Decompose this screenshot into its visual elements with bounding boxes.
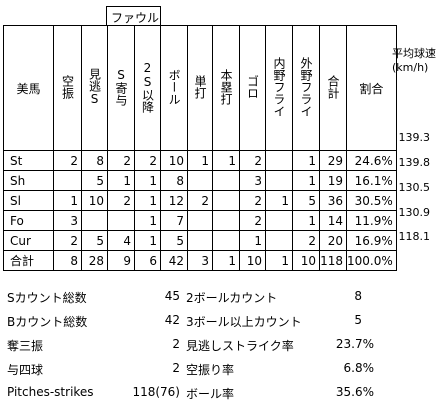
- summary-value: 42: [164, 313, 180, 327]
- summary-value: 6.8%: [343, 361, 375, 375]
- foul-group-header: ファウル: [106, 6, 161, 26]
- table-row: St 2 8 2 2 10 1 1 2 1 29 24.6%: [3, 150, 397, 171]
- header-swinging: 空振: [53, 25, 82, 151]
- header-total: 合計: [319, 25, 347, 151]
- summary-value: 23.7%: [335, 337, 374, 351]
- summary-label: 3ボール以上カウント: [186, 315, 302, 329]
- header-called-strike: 見逃S: [81, 25, 108, 151]
- table-header-row: 美馬 空振 見逃S S寄与 2S以降 ボール 単打 本塁打 ゴロ 内野フライ 外…: [3, 25, 397, 151]
- summary-value: 45: [164, 289, 180, 303]
- header-ratio: 割合: [346, 25, 397, 151]
- avg-speed-value: 139.3: [398, 131, 431, 144]
- summary-value: 2: [172, 337, 180, 351]
- summary-label: Pitches-strikes: [7, 385, 94, 399]
- header-foul-2s: 2S以降: [134, 25, 161, 151]
- summary-value: 118(76): [132, 385, 180, 399]
- header-ball: ボール: [160, 25, 188, 151]
- summary-value: 8: [354, 289, 362, 303]
- header-single: 単打: [187, 25, 213, 151]
- summary-label: Sカウント総数: [7, 291, 87, 305]
- summary-label: 奪三振: [7, 339, 44, 353]
- summary-label: 見逃しストライク率: [186, 339, 294, 353]
- header-infield-fly: 内野フライ: [265, 25, 293, 151]
- avg-speed-value: 139.8: [398, 156, 431, 169]
- summary-label: 与四球: [7, 363, 44, 377]
- summary-label: 空振り率: [186, 363, 235, 377]
- avg-speed-value: 130.5: [398, 181, 431, 194]
- summary-label: ボール率: [186, 387, 235, 401]
- header-homerun: 本塁打: [212, 25, 240, 151]
- header-outfield-fly: 外野フライ: [292, 25, 320, 151]
- avg-speed-value: 130.9: [398, 206, 431, 219]
- avg-speed-value: 118.1: [398, 230, 431, 243]
- header-grounder: ゴロ: [239, 25, 266, 151]
- table-row: Cur 2 5 4 1 5 1 2 20 16.9%: [3, 230, 397, 251]
- table-row: Sl 1 10 2 1 12 2 2 1 5 36 30.5%: [3, 190, 397, 211]
- header-foul-strike: S寄与: [107, 25, 135, 151]
- foul-label: ファウル: [111, 11, 160, 25]
- pitch-stats-table: 美馬 空振 見逃S S寄与 2S以降 ボール 単打 本塁打 ゴロ 内野フライ 外…: [3, 25, 397, 271]
- avg-speed-header: 平均球速 (km/h): [392, 47, 436, 74]
- summary-value: 2: [172, 361, 180, 375]
- table-total-row: 合計 8 28 9 6 42 3 1 10 1 10 118 100.0%: [3, 250, 397, 271]
- summary-value: 5: [354, 313, 362, 327]
- header-pitcher: 美馬: [3, 25, 54, 151]
- summary-label: Bカウント総数: [7, 315, 88, 329]
- table-row: Fo 3 1 7 2 1 14 11.9%: [3, 210, 397, 231]
- table-row: Sh 5 1 1 8 3 1 19 16.1%: [3, 170, 397, 191]
- summary-label: 2ボールカウント: [186, 291, 278, 305]
- summary-value: 35.6%: [335, 385, 374, 399]
